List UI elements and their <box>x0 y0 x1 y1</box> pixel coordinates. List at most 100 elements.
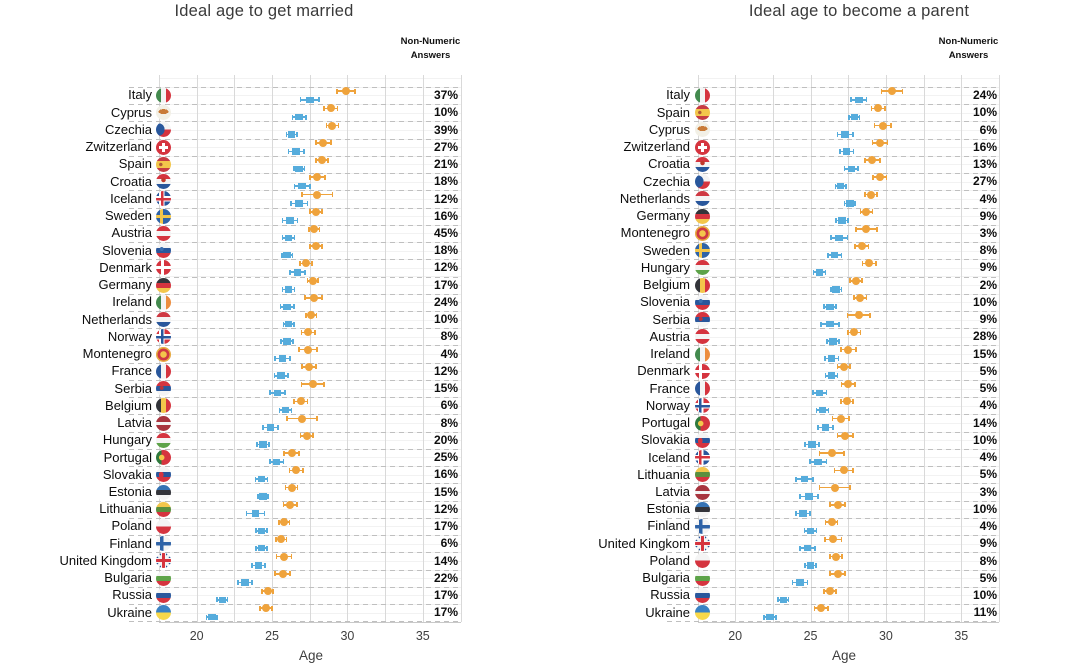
error-bar-cap <box>324 174 326 180</box>
square-marker <box>838 217 846 224</box>
circle-marker <box>296 397 305 406</box>
error-bar-cap <box>275 554 278 560</box>
error-bar-cap <box>879 157 881 163</box>
error-bar-cap <box>273 373 276 379</box>
square-marker <box>287 131 296 138</box>
error-bar-cap <box>308 174 311 180</box>
country-row: Spain 21% <box>0 156 1074 173</box>
non-numeric-value: 4% <box>440 346 458 361</box>
country-label: Sweden <box>105 208 152 224</box>
country-label: Austria <box>649 328 690 344</box>
non-numeric-value: 16% <box>433 467 458 482</box>
error-bar-cap <box>314 364 317 370</box>
non-numeric-value: 10% <box>972 432 997 447</box>
country-row: Finland 4% <box>0 518 1074 535</box>
row-separator <box>129 362 461 364</box>
error-bar-cap <box>844 571 847 577</box>
circle-marker <box>341 87 350 96</box>
country-label: Denmark <box>637 363 690 379</box>
country-label: Latvia <box>117 415 152 431</box>
row-separator <box>129 276 461 278</box>
non-numeric-value: 5% <box>979 381 997 396</box>
country-row: Netherlands 10% <box>0 311 1074 328</box>
circle-marker <box>844 345 853 354</box>
country-row: Spain 10% <box>0 104 1074 121</box>
country-label: Finland <box>647 518 690 534</box>
error-bar-cap <box>305 114 307 120</box>
non-numeric-value: 10% <box>972 588 997 603</box>
country-label: Poland <box>649 552 690 568</box>
square-marker <box>272 458 281 466</box>
square-marker <box>292 148 300 155</box>
error-bar-cap <box>835 588 837 594</box>
error-bar-cap <box>823 588 825 594</box>
error-bar-cap <box>836 364 839 370</box>
country-row: Hungary 20% <box>0 431 1074 449</box>
error-bar-cap <box>263 511 266 517</box>
error-bar-cap <box>311 433 314 439</box>
country-label: Austria <box>111 225 152 241</box>
country-row: Poland 8% <box>0 552 1074 569</box>
error-bar-cap <box>275 536 277 542</box>
non-numeric-value: 17% <box>433 605 458 620</box>
non-numeric-answers-header: Non-Numeric Answers <box>916 35 1021 62</box>
circle-marker <box>875 138 884 147</box>
non-numeric-value: 16% <box>972 139 997 154</box>
error-bar-cap <box>287 149 290 155</box>
sweden-flag-icon <box>156 208 171 224</box>
error-bar-cap <box>323 105 325 111</box>
square-marker <box>806 527 815 535</box>
non-numeric-value: 6% <box>440 536 458 551</box>
bulgaria-flag-icon <box>694 570 710 586</box>
country-row: Estonia 10% <box>0 500 1074 518</box>
country-label: Ireland <box>112 294 152 310</box>
square-marker <box>284 286 293 293</box>
row-separator <box>129 328 461 330</box>
square-marker <box>808 441 816 448</box>
error-bar-cap <box>845 183 847 189</box>
row-separator <box>129 138 461 140</box>
error-bar-cap <box>815 562 817 568</box>
error-bar-cap <box>806 580 809 586</box>
vertical-gridline <box>347 75 349 622</box>
non-numeric-value: 27% <box>433 139 458 154</box>
square-marker <box>283 338 291 345</box>
error-bar-cap <box>282 459 285 465</box>
circle-marker <box>850 328 859 337</box>
error-bar-cap <box>264 562 267 568</box>
error-bar-cap <box>824 373 827 379</box>
country-row: Austria 28% <box>0 328 1074 345</box>
error-bar-cap <box>302 467 304 473</box>
country-label: Croatia <box>110 173 152 189</box>
square-marker <box>832 286 840 293</box>
error-bar-cap <box>836 519 839 525</box>
error-bar-cap <box>829 502 831 508</box>
error-bar-cap <box>303 166 306 172</box>
error-bar-cap <box>791 580 794 586</box>
country-label: Slovenia <box>102 242 152 258</box>
square-marker <box>284 320 293 328</box>
row-separator <box>129 345 461 347</box>
non-numeric-value: 9% <box>979 260 997 275</box>
finland-flag-icon <box>694 518 710 534</box>
country-label: Serbia <box>652 311 690 327</box>
error-bar-cap <box>850 97 853 103</box>
square-marker <box>847 165 855 173</box>
france-flag-icon <box>694 381 710 397</box>
row-separator <box>129 569 461 571</box>
row-separator <box>667 224 999 226</box>
country-label: Norway <box>645 397 690 413</box>
zwitzerland-flag-icon <box>156 139 171 155</box>
error-bar-cap <box>859 329 862 335</box>
error-bar-cap <box>839 398 842 404</box>
circle-marker <box>878 121 887 130</box>
row-separator <box>129 517 461 519</box>
circle-marker <box>280 518 289 527</box>
square-marker <box>251 510 260 517</box>
germany-flag-icon <box>694 208 710 224</box>
error-bar-cap <box>299 97 302 103</box>
error-bar-cap <box>827 605 829 611</box>
non-numeric-value: 10% <box>433 312 458 327</box>
country-row: Czechia 27% <box>0 173 1074 190</box>
circle-marker <box>319 138 328 147</box>
